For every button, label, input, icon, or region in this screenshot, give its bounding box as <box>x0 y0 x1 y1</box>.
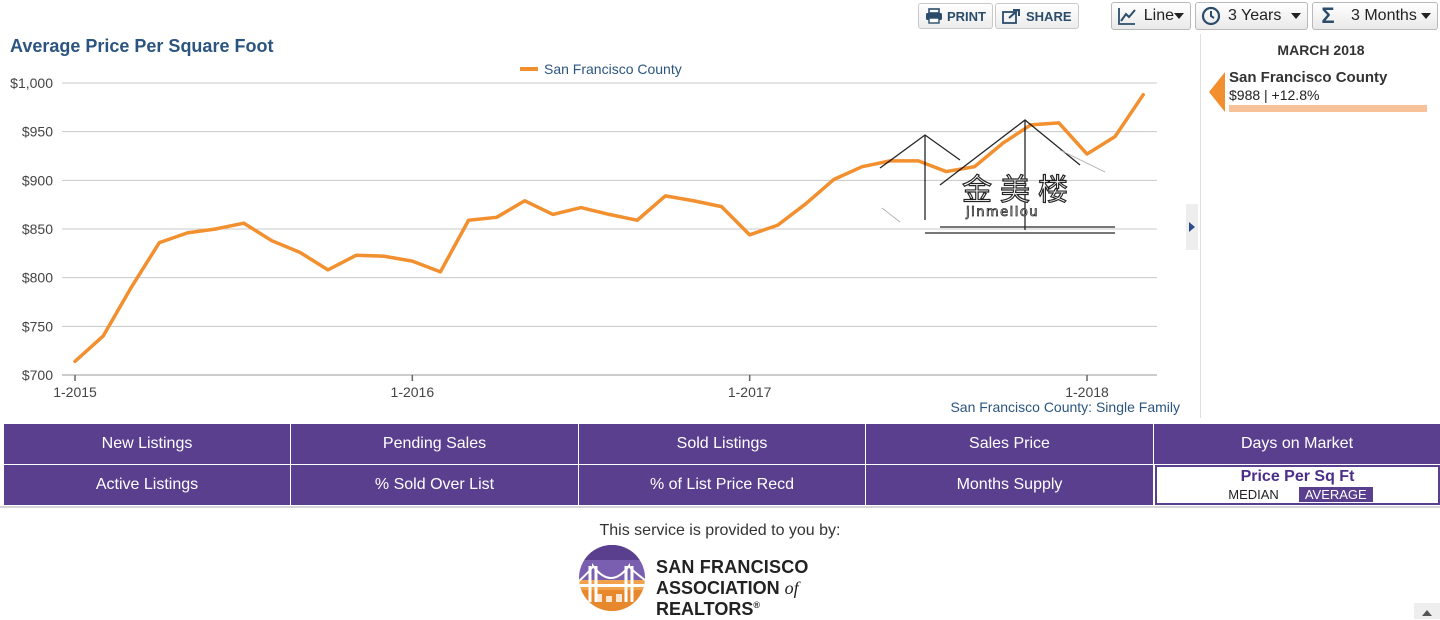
line-chart: $700$750$800$850$900$950$1,000 1-2015 1-2… <box>10 61 1180 415</box>
source-note: San Francisco County: Single Family <box>950 399 1180 415</box>
print-label: PRINT <box>947 8 986 24</box>
tab-days-on-market[interactable]: Days on Market <box>1154 424 1440 464</box>
watermark-latin: jinmeilou <box>965 205 1039 220</box>
y-tick-label: $900 <box>22 172 53 188</box>
time-range-value: 3 Years <box>1228 7 1282 24</box>
y-axis: $700 $750 $800 $850 $900 $950 $1,000 <box>10 75 53 383</box>
legend: San Francisco County <box>520 61 682 77</box>
share-label: SHARE <box>1026 8 1072 24</box>
logo-line-1: SAN FRANCISCO <box>656 557 809 577</box>
y-tick-label: $750 <box>22 318 53 334</box>
chart-type-dropdown[interactable]: Line <box>1111 2 1191 30</box>
tab-pending-sales[interactable]: Pending Sales <box>291 424 579 464</box>
sfar-logo[interactable]: SAN FRANCISCO ASSOCIATION of REALTORS® <box>576 544 876 619</box>
panel-series-value: $988 | +12.8% <box>1229 87 1320 103</box>
chart-title: Average Price Per Square Foot <box>10 36 274 56</box>
median-option[interactable]: MEDIAN <box>1228 487 1279 502</box>
chevron-down-icon <box>1421 13 1431 19</box>
line-chart-icon <box>1116 5 1138 27</box>
aggregation-value: 3 Months <box>1351 7 1417 24</box>
share-button[interactable]: SHARE <box>995 3 1079 29</box>
series-marker-icon <box>1209 72 1225 112</box>
x-tick-label: 1-2018 <box>1065 384 1109 400</box>
x-axis: 1-2015 1-2016 1-2017 1-2018 <box>53 375 1109 400</box>
watermark: 金美楼 jinmeilou <box>879 119 1115 234</box>
tab-months-supply[interactable]: Months Supply <box>866 465 1154 505</box>
tab-sold-over-list[interactable]: % Sold Over List <box>291 465 579 505</box>
sigma-icon: Σ <box>1321 3 1335 28</box>
logo-reg: ® <box>753 600 760 610</box>
time-range-dropdown[interactable]: 3 Years <box>1195 2 1308 30</box>
chart-type-value: Line <box>1143 7 1174 24</box>
tab-new-listings[interactable]: New Listings <box>4 424 291 464</box>
clock-icon <box>1200 5 1222 27</box>
tab-sales-price[interactable]: Sales Price <box>866 424 1154 464</box>
tab-price-per-sq-ft[interactable]: Price Per Sq Ft MEDIAN AVERAGE <box>1155 465 1440 505</box>
tab-list-price-recd[interactable]: % of List Price Recd <box>579 465 866 505</box>
provided-by-text: This service is provided to you by: <box>599 522 841 539</box>
active-tab-label: Price Per Sq Ft <box>1240 468 1355 485</box>
bridge-logo-icon <box>579 545 645 611</box>
aggregation-dropdown[interactable]: Σ 3 Months <box>1312 2 1438 30</box>
printer-icon <box>926 8 942 24</box>
y-tick-label: $850 <box>22 221 53 237</box>
caret-up-icon <box>1422 610 1432 616</box>
gridlines <box>62 82 1157 376</box>
panel-series-name: San Francisco County <box>1229 69 1388 86</box>
logo-line-2: ASSOCIATION of REALTORS® <box>656 578 876 620</box>
y-tick-label: $1,000 <box>10 75 53 91</box>
panel-series-bar <box>1229 105 1427 112</box>
divider <box>0 506 1440 508</box>
y-tick-label: $950 <box>22 124 53 140</box>
average-option[interactable]: AVERAGE <box>1298 487 1373 502</box>
share-icon <box>1002 9 1020 24</box>
caret-right-icon <box>1189 222 1195 232</box>
watermark-cn: 金美楼 <box>962 173 1076 208</box>
legend-label: San Francisco County <box>544 61 682 77</box>
metric-tabs: New Listings Pending Sales Sold Listings… <box>4 424 1440 506</box>
series-lines <box>73 92 1145 364</box>
scroll-up-button[interactable] <box>1414 603 1440 619</box>
panel-toggle-button[interactable] <box>1186 204 1198 250</box>
logo-line-2a: ASSOCIATION <box>656 578 785 598</box>
x-tick-label: 1-2016 <box>391 384 435 400</box>
x-tick-label: 1-2017 <box>728 384 772 400</box>
logo-line-2b: of <box>784 578 799 598</box>
tab-active-listings[interactable]: Active Listings <box>4 465 291 505</box>
chevron-down-icon <box>1174 13 1184 19</box>
x-tick-label: 1-2015 <box>53 384 97 400</box>
panel-date: MARCH 2018 <box>1277 42 1365 58</box>
y-tick-label: $700 <box>22 367 53 383</box>
value-panel: MARCH 2018 San Francisco County $988 | +… <box>1200 34 1440 418</box>
tab-sold-listings[interactable]: Sold Listings <box>579 424 866 464</box>
series-line[interactable] <box>73 92 1145 364</box>
print-button[interactable]: PRINT <box>918 3 993 29</box>
chevron-down-icon <box>1291 13 1301 19</box>
y-tick-label: $800 <box>22 270 53 286</box>
logo-line-2c: REALTORS <box>656 599 754 619</box>
